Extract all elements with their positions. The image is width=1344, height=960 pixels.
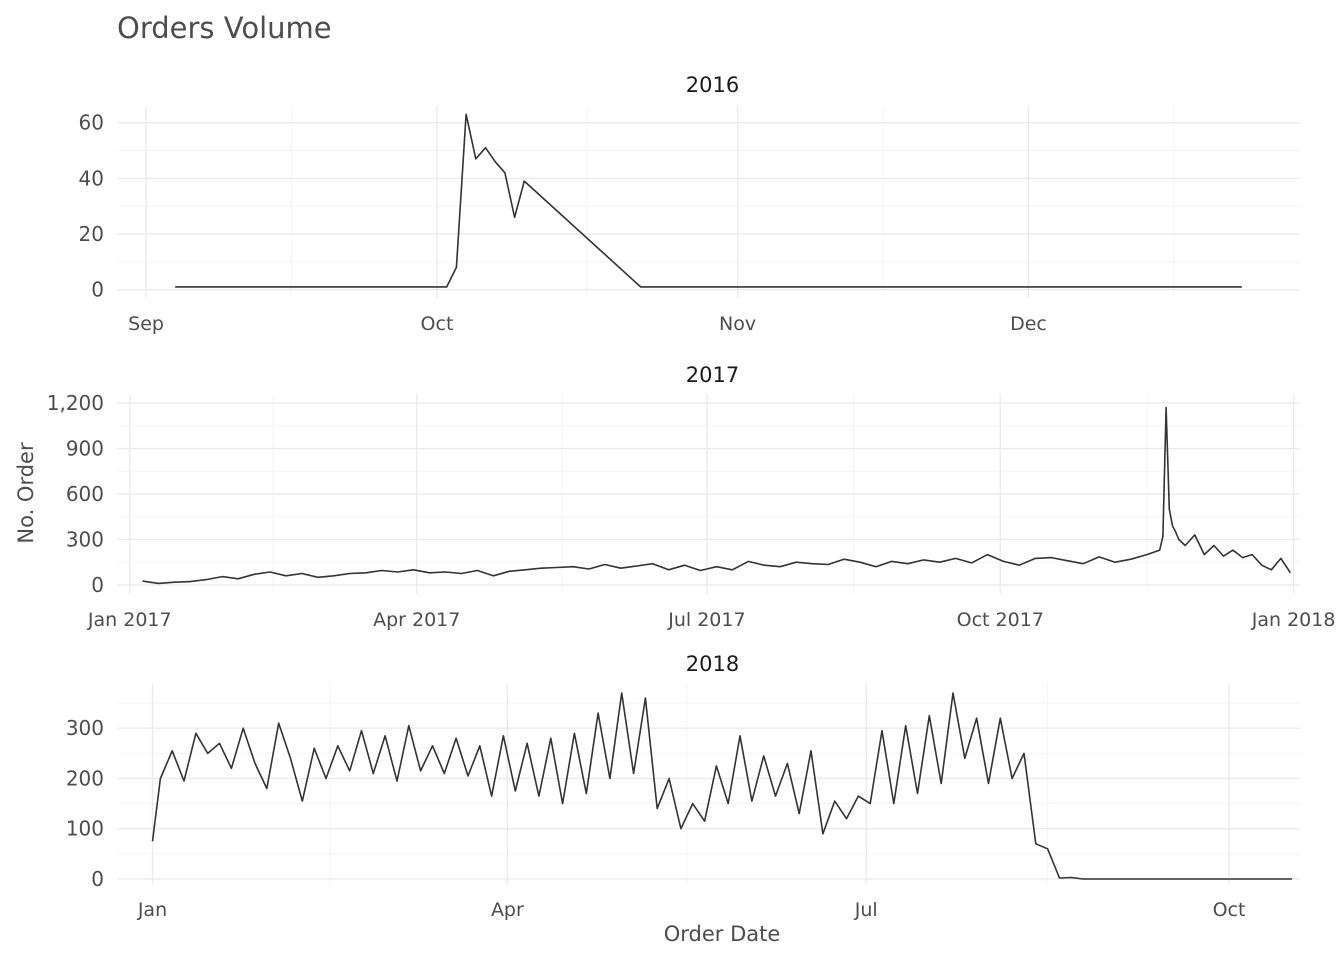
- x-tick-label: Jan: [137, 899, 167, 921]
- x-axis-label: Order Date: [664, 922, 781, 946]
- x-tick-label: Jul 2017: [667, 609, 745, 631]
- panel-2017: 0 300 600 900 1,200 Jan 2017 Apr 2017 Jul 2017 O…: [47, 363, 1336, 631]
- panel-2018: 0 100 200 300 Jan Apr Jul Oct 2018: [66, 652, 1300, 921]
- y-tick-label: 60: [79, 111, 104, 135]
- y-tick-label: 20: [79, 222, 104, 246]
- x-tick-label: Oct 2017: [957, 609, 1044, 631]
- panel-title-2018: 2018: [686, 652, 739, 676]
- series-line-2018: [151, 692, 1293, 880]
- y-tick-label: 300: [66, 716, 104, 740]
- series-line-2017: [142, 406, 1292, 585]
- y-tick-label: 200: [66, 766, 104, 790]
- y-tick-label: 0: [91, 573, 104, 597]
- y-axis-label: No. Order: [14, 442, 38, 544]
- y-tick-label: 600: [66, 482, 104, 506]
- x-tick-label: Nov: [719, 313, 756, 335]
- panels: 0 20 40 60 Sep Oct Nov Dec 2016 0 300 600 900 1,200 Ja…: [47, 73, 1336, 921]
- y-tick-label: 1,200: [47, 391, 104, 415]
- series-line-2016: [175, 113, 1242, 288]
- x-tick-label: Oct: [1213, 899, 1246, 921]
- x-tick-label: Dec: [1010, 313, 1047, 335]
- panel-title-2017: 2017: [686, 363, 739, 387]
- x-tick-label: Oct: [421, 313, 454, 335]
- x-tick-label: Sep: [128, 313, 164, 335]
- panel-title-2016: 2016: [686, 73, 739, 97]
- chart-title: Orders Volume: [117, 11, 332, 45]
- x-tick-label: Apr 2017: [373, 609, 460, 631]
- y-tick-label: 40: [79, 166, 104, 190]
- x-tick-label: Jul: [854, 899, 878, 921]
- x-tick-label: Apr: [491, 899, 524, 921]
- y-tick-label: 100: [66, 817, 104, 841]
- x-tick-label: Jan 2017: [87, 609, 172, 631]
- y-tick-label: 900: [66, 437, 104, 461]
- panel-2016: 0 20 40 60 Sep Oct Nov Dec 2016: [79, 73, 1300, 335]
- y-tick-label: 300: [66, 527, 104, 551]
- y-tick-label: 0: [91, 867, 104, 891]
- y-tick-label: 0: [91, 278, 104, 302]
- x-tick-label: Jan 2018: [1251, 609, 1336, 631]
